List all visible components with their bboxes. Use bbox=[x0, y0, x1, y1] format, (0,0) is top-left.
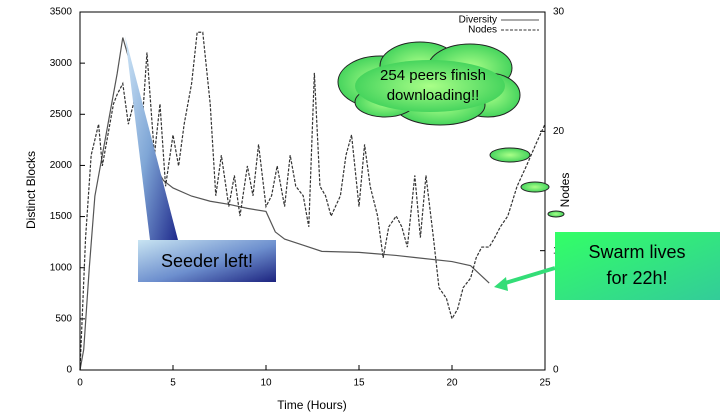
y-tick-label: 2000 bbox=[50, 160, 73, 171]
arrow-head bbox=[494, 277, 508, 291]
y-tick-label: 2500 bbox=[50, 109, 73, 120]
arrow bbox=[502, 268, 555, 284]
y-tick-label: 3000 bbox=[50, 58, 73, 69]
legend-label: Nodes bbox=[468, 25, 497, 36]
y2-tick-label: 30 bbox=[553, 7, 565, 18]
y-tick-label: 0 bbox=[66, 365, 72, 376]
cloud-annotation-line: downloading!! bbox=[387, 87, 480, 104]
y2-tick-label: 0 bbox=[553, 365, 559, 376]
chart: 0510152025050010001500200025003000350001… bbox=[0, 0, 722, 416]
cloud-annotation-line: 254 peers finish bbox=[380, 67, 486, 84]
y2-axis-label: Nodes bbox=[558, 173, 572, 208]
x-tick-label: 20 bbox=[446, 378, 458, 389]
swarm-annotation-line: Swarm lives bbox=[588, 242, 685, 262]
y-tick-label: 3500 bbox=[50, 7, 73, 18]
x-tick-label: 25 bbox=[539, 378, 551, 389]
y-tick-label: 1000 bbox=[50, 262, 73, 273]
y2-tick-label: 20 bbox=[553, 126, 565, 137]
y-axis-label: Distinct Blocks bbox=[24, 151, 38, 229]
x-tick-label: 15 bbox=[353, 378, 365, 389]
y-tick-label: 1500 bbox=[50, 211, 73, 222]
x-axis-label: Time (Hours) bbox=[277, 398, 347, 412]
x-tick-label: 5 bbox=[170, 378, 176, 389]
x-tick-label: 10 bbox=[260, 378, 272, 389]
callout-pointer bbox=[125, 36, 178, 240]
x-tick-label: 0 bbox=[77, 378, 83, 389]
y-tick-label: 500 bbox=[55, 313, 72, 324]
seeder-annotation: Seeder left! bbox=[161, 251, 253, 271]
swarm-annotation-line: for 22h! bbox=[606, 268, 667, 288]
